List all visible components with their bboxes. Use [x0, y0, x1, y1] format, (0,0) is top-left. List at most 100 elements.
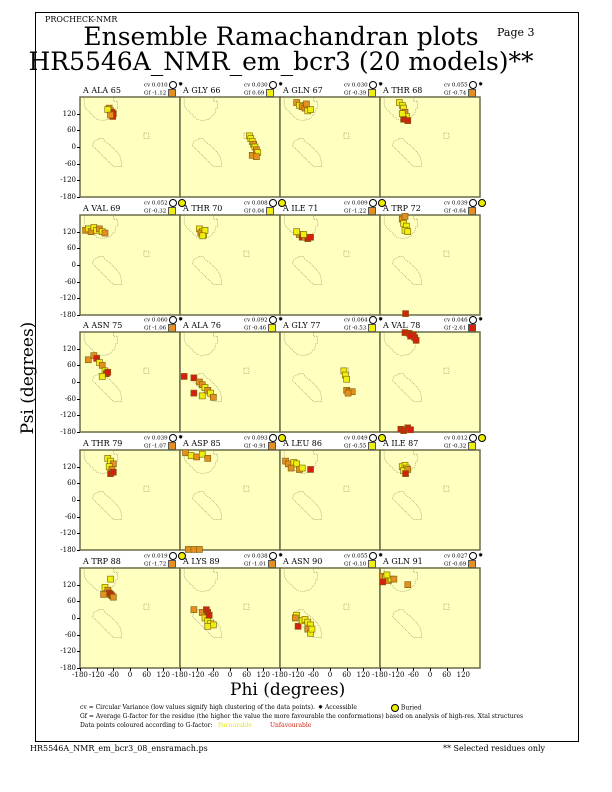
gf-value: Gf -1.72 — [144, 561, 167, 568]
y-tick-label: -120 — [60, 411, 76, 420]
legend-accessible: ✸ Accessible — [318, 704, 357, 711]
cv-value: cv 0.060 — [144, 317, 168, 324]
page-subtitle: HR5546A_NMR_em_bcr3 (20 models)** — [28, 47, 534, 76]
data-point — [402, 310, 409, 317]
x-tick-mark — [413, 668, 415, 671]
clock-icon — [468, 81, 477, 89]
y-tick-label: -180 — [60, 311, 76, 319]
clock-icon — [168, 552, 177, 560]
x-tick-label: -120 — [88, 671, 105, 679]
allowed-region — [383, 567, 418, 592]
gf-value: Gf -1.12 — [144, 90, 167, 97]
data-point — [407, 426, 414, 434]
y-tick-mark — [77, 634, 80, 636]
legend-favourable: Favourable — [218, 722, 252, 729]
allowed-region — [283, 331, 318, 356]
footer-filename: HR5546A_NMR_em_bcr3_08_ensramach.ps — [30, 744, 208, 753]
allowed-region — [443, 367, 450, 374]
panel-label: A ALA 76 — [183, 321, 221, 330]
y-tick-label: -60 — [64, 159, 76, 168]
gf-color-swatch — [266, 89, 275, 97]
ramachandran-panel — [379, 213, 481, 317]
allowed-region — [383, 96, 418, 121]
buried-icon — [277, 434, 286, 442]
panel-cv: cv 0.038 ✸ — [244, 552, 284, 560]
data-point — [185, 546, 192, 553]
data-point — [404, 117, 412, 124]
panel-cv: cv 0.030 ✸ — [344, 81, 384, 89]
panel-cv: cv 0.049 — [344, 434, 386, 442]
panel-cv: cv 0.012 — [444, 434, 486, 442]
clock-icon — [268, 199, 277, 207]
data-point — [110, 593, 117, 601]
y-tick-label: -60 — [64, 277, 76, 286]
panel-gfactor: Gf -0.53 — [344, 324, 377, 332]
ramachandran-panel — [79, 331, 181, 433]
y-tick-label: 120 — [62, 462, 76, 471]
gf-color-swatch — [168, 442, 177, 450]
y-tick-label: 120 — [62, 580, 76, 589]
buried-icon — [377, 199, 386, 207]
gf-color-swatch — [268, 324, 277, 332]
y-tick-label: -180 — [60, 428, 76, 436]
y-tick-label: -180 — [60, 664, 76, 672]
cv-value: cv 0.030 — [244, 82, 268, 89]
x-tick-label: 120 — [456, 671, 471, 679]
x-tick-mark — [80, 668, 81, 671]
allowed-region — [443, 250, 450, 257]
gf-color-swatch — [368, 207, 377, 215]
clock-icon — [468, 316, 477, 324]
clock-icon — [468, 552, 477, 560]
gf-color-swatch — [468, 324, 477, 332]
data-point — [100, 591, 107, 598]
cv-value: cv 0.009 — [344, 200, 368, 207]
clock-icon — [268, 434, 277, 442]
panel-background — [79, 96, 181, 198]
clock-icon — [268, 552, 277, 560]
legend-unfavourable: Unfavourable — [270, 722, 312, 729]
allowed-region — [243, 250, 250, 257]
clock-icon — [368, 81, 377, 89]
y-tick-mark — [77, 113, 80, 115]
panel-label: A THR 70 — [183, 204, 223, 213]
panel-cv: cv 0.019 — [144, 552, 186, 560]
gf-value: Gf -0.55 — [344, 443, 367, 450]
cv-value: cv 0.012 — [444, 435, 468, 442]
allowed-region — [343, 132, 350, 139]
panel-label: A ALA 65 — [83, 86, 121, 95]
data-point — [110, 468, 117, 476]
y-tick-mark — [77, 533, 80, 535]
panel-gfactor: Gf -0.46 — [244, 324, 277, 332]
x-tick-label: 120 — [256, 671, 271, 679]
x-tick-mark — [130, 668, 131, 671]
y-tick-mark — [77, 231, 80, 233]
data-point — [253, 153, 260, 161]
data-point — [210, 621, 217, 629]
y-tick-label: 120 — [62, 344, 76, 353]
x-tick-label: -60 — [207, 671, 219, 679]
data-point — [190, 606, 198, 613]
panel-label: A GLN 91 — [383, 557, 423, 566]
data-point — [344, 389, 352, 397]
panel-cv: cv 0.046 ✸ — [444, 316, 484, 324]
data-point — [404, 581, 412, 588]
panel-gfactor: Gf -0.32 — [144, 207, 177, 215]
y-tick-label: -120 — [60, 294, 76, 303]
data-point — [307, 466, 314, 473]
y-tick-mark — [77, 668, 80, 669]
y-tick-mark — [77, 130, 80, 132]
x-tick-mark — [346, 668, 348, 671]
allowed-region — [143, 367, 150, 374]
panel-gfactor: Gf 0.04 — [244, 207, 275, 215]
gf-color-swatch — [168, 207, 177, 215]
buried-icon — [177, 199, 186, 207]
panel-background — [79, 567, 181, 669]
ramachandran-panel — [79, 96, 181, 198]
cv-value: cv 0.008 — [244, 200, 268, 207]
gf-color-swatch — [168, 324, 177, 332]
panel-cv: cv 0.055 ✸ — [344, 552, 384, 560]
x-tick-label: -60 — [407, 671, 419, 679]
panel-background — [279, 331, 381, 433]
ramachandran-panel — [179, 331, 281, 433]
gf-value: Gf -0.69 — [444, 561, 467, 568]
